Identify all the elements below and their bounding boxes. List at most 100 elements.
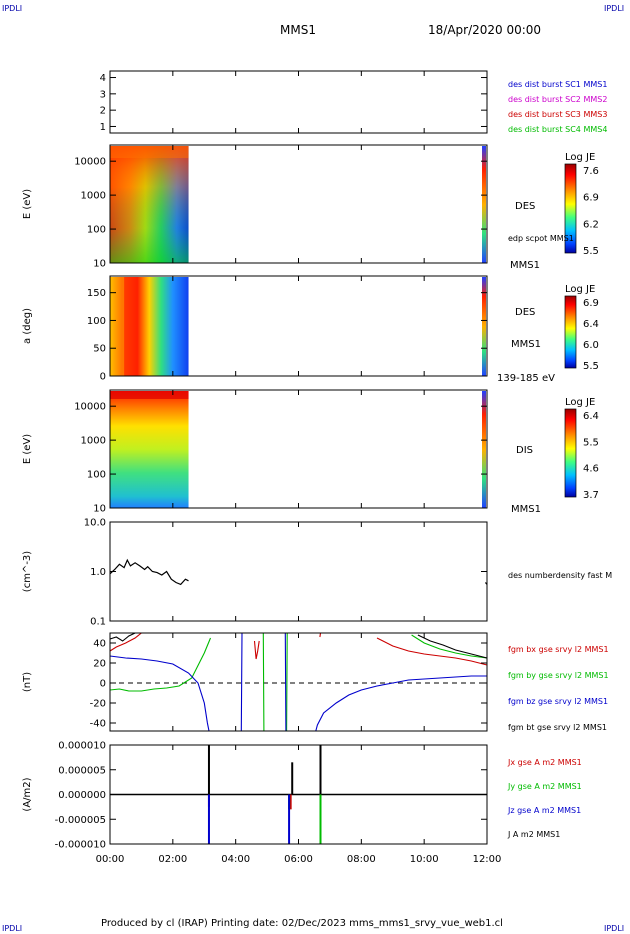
des_energy-ytick-label: 100 [87,225,106,236]
burst-frame [109,70,488,134]
current-ytick-label: 0.000000 [58,790,106,801]
burst-legend-entry: des dist burst SC1 MMS1 [508,80,607,89]
des_pitch-ytick-label: 100 [87,316,106,327]
des_pitch-colorbar-tick: 6.4 [583,319,599,330]
dis_energy-colorbar-tick: 4.6 [583,464,599,475]
dis_energy-ytick-label: 10000 [74,402,106,413]
fgm-series-line [109,632,487,732]
des_pitch-ylabel: a (deg) [22,308,33,344]
des_pitch-heatmap [110,277,189,376]
des_pitch-edge-strip [482,277,486,376]
density-ytick-label: 10.0 [84,518,106,529]
fgm-ytick-label: 20 [93,659,106,670]
time-tick-label: 00:00 [96,854,125,865]
dis_energy-colorbar-tick: 6.4 [583,411,599,422]
date-time: 18/Apr/2020 00:00 [428,23,542,37]
current-legend-entry: Jx gse A m2 MMS1 [507,758,582,767]
burst-legend-entry: des dist burst SC2 MMS2 [508,95,607,104]
corner-label-top-right: IPDLI [604,4,625,13]
density-ytick-label: 1.0 [90,567,106,578]
des_pitch-ytick-label: 0 [100,372,106,383]
des_energy-side-label: DES [515,201,535,212]
dis_energy-side-label: DIS [516,445,533,456]
dis_energy-ytick-label: 100 [87,470,106,481]
des_energy-colorbar-title: Log JE [565,152,595,163]
fgm-legend-entry: fgm by gse srvy l2 MMS1 [508,671,609,680]
des_pitch-colorbar-tick: 5.5 [583,361,599,372]
spacecraft-title: MMS1 [280,23,316,37]
time-tick-label: 06:00 [284,854,313,865]
des-pitch-edge-band [110,277,125,376]
footer-credits: Produced by cl (IRAP) Printing date: 02/… [101,918,503,929]
fgm-legend-entry: fgm bx gse srvy l2 MMS1 [508,645,609,654]
burst-legend-entry: des dist burst SC4 MMS4 [508,125,607,134]
fgm-frame [109,632,488,732]
time-tick-label: 04:00 [221,854,250,865]
dis_energy-ytick-label: 10 [93,504,106,515]
dis-energy-peak-band [110,391,189,399]
fgm-ytick-label: 40 [93,639,106,650]
fgm-ytick-label: 0 [100,679,106,690]
des_pitch-side-label: DES [515,307,535,318]
dis_energy-ylabel: E (eV) [22,434,33,464]
fgm-legend-entry: fgm bz gse srvy l2 MMS1 [508,697,608,706]
density-series-line [109,558,488,586]
current-ytick-label: -0.000005 [55,815,106,826]
current-ytick-label: 0.000005 [58,765,106,776]
density-ytick-label: 0.1 [90,617,106,628]
fgm-ylabel: (nT) [22,672,33,692]
corner-label-bottom-right: IPDLI [604,924,625,933]
dis_energy-edge-strip [482,391,486,508]
time-tick-label: 08:00 [347,854,376,865]
des_energy-side-label: edp scpot MMS1 [508,234,574,243]
des_energy-colorbar-tick: 6.9 [583,193,599,204]
time-tick-label: 10:00 [410,854,439,865]
fgm-ytick-label: -20 [90,699,106,710]
des_pitch-colorbar-title: Log JE [565,284,595,295]
current-ylabel: (A/m2) [22,777,33,811]
dis_energy-colorbar-title: Log JE [565,397,595,408]
time-tick-label: 02:00 [158,854,187,865]
dis_energy-colorbar-tick: 5.5 [583,437,599,448]
burst-ytick-label: 4 [100,73,106,84]
des_pitch-colorbar [564,295,577,369]
corner-label-bottom-left: IPDLI [2,924,23,933]
density-ylabel: (cm^-3) [22,551,33,592]
dis_energy-side-label: MMS1 [511,504,541,515]
des_pitch-ytick-label: 50 [93,344,106,355]
burst-legend-entry: des dist burst SC3 MMS3 [508,110,607,119]
des-energy-overlay [110,146,189,263]
des_pitch-colorbar-tick: 6.0 [583,340,599,351]
density-legend-entry: des numberdensity fast M [508,571,612,580]
burst-ytick-label: 1 [100,122,106,133]
current-legend-entry: Jy gse A m2 MMS1 [507,782,582,791]
des_energy-colorbar [564,163,577,254]
current-ytick-label: 0.000010 [58,741,106,752]
current-legend-entry: J A m2 MMS1 [507,830,560,839]
fgm-legend-entry: fgm bt gse srvy l2 MMS1 [508,723,607,732]
des_energy-colorbar-tick: 6.2 [583,219,599,230]
dis_energy-colorbar-tick: 3.7 [583,490,599,501]
des_pitch-colorbar-tick: 6.9 [583,298,599,309]
des_pitch-side-label: MMS1 [511,339,541,350]
dis_energy-ytick-label: 1000 [81,436,106,447]
burst-ytick-label: 3 [100,89,106,100]
fgm-series-line [109,632,488,732]
des-energy-high-band [110,146,189,158]
current-legend-entry: Jz gse A m2 MMS1 [507,806,581,815]
time-tick-label: 12:00 [473,854,502,865]
corner-label-top-left: IPDLI [2,4,23,13]
des_energy-colorbar-tick: 5.5 [583,246,599,257]
des_energy-edge-strip [482,146,486,263]
des_energy-ytick-label: 10 [93,259,106,270]
dis_energy-colorbar [564,408,577,498]
des_energy-side-label: MMS1 [510,260,540,271]
dis_energy-heatmap [110,391,189,508]
burst-ytick-label: 2 [100,106,106,117]
des_energy-ylabel: E (eV) [22,189,33,219]
des_pitch-side-label: 139-185 eV [497,373,555,384]
des_energy-ytick-label: 10000 [74,157,106,168]
des_energy-ytick-label: 1000 [81,191,106,202]
fgm-ytick-label: -40 [90,719,106,730]
